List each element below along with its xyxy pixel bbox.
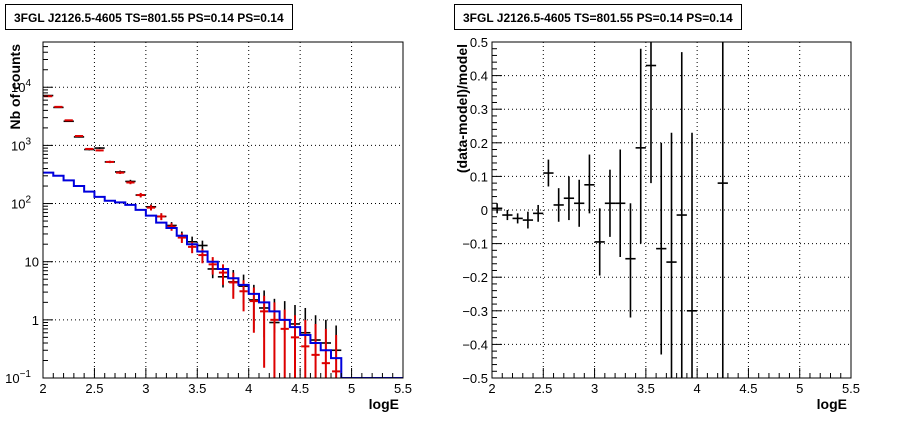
plot-frame [42,41,404,379]
x-tick-label: 2 [39,381,46,396]
x-tick-label: 2.5 [534,381,552,396]
y-tick-label: 0.3 [470,102,488,117]
counts-panel: 2 2.5 3 3.5 4 4.5 5 5.5 10−1 1 10 102 103 104 logE Nb o… [5,4,412,412]
plot-area [43,42,403,378]
series-layer [492,42,728,378]
chart-title: 3FGL J2126.5-4605 TS=801.55 PS=0.14 PS=0… [5,4,293,30]
x-axis-title: logE [369,396,399,412]
y-tick-label: 10−1 [5,369,31,386]
y-tick-label: 0.1 [470,169,488,184]
x-tick-label: 4.5 [739,381,757,396]
y-axis-title: Nb of counts [7,44,23,130]
x-tick-label: 4 [245,381,252,396]
x-tick-label: 3.5 [188,381,206,396]
y-tick-label: −0.1 [462,237,488,252]
y-tick-label: −0.3 [462,304,488,319]
series-layer [43,94,403,378]
y-tick-label: 0.4 [470,69,488,84]
y-tick-label: −0.2 [462,270,488,285]
y-tick-label: 0 [481,203,488,218]
x-tick-label: 4.5 [291,381,309,396]
y-tick-label: 103 [11,136,31,153]
x-tick-label: 2.5 [85,381,103,396]
x-tick-label: 2 [488,381,495,396]
residuals-panel: 2 2.5 3 3.5 4 4.5 5 5.5 −0.5 −0.4 −0.3 −0.2 −0.1 0 0.1… [449,0,898,421]
y-tick-label: −0.4 [462,337,488,352]
x-axis-title: logE [817,396,847,412]
x-tick-label: 5 [796,381,803,396]
x-tick-label: 5 [348,381,355,396]
x-tick-label: 4 [694,381,701,396]
y-tick-label: 0.2 [470,136,488,151]
x-tick-label: 3 [142,381,149,396]
model-histogram-line [43,171,403,378]
y-tick-label: −0.5 [462,371,488,386]
y-axis-title: (data-model)/model [454,44,470,173]
residuals-chart: 2 2.5 3 3.5 4 4.5 5 5.5 −0.5 −0.4 −0.3 −0.2 −0.1 0 0.1… [454,35,860,412]
x-tick-label: 5.5 [842,381,860,396]
x-tick-label: 3 [591,381,598,396]
x-tick-label: 5.5 [394,381,412,396]
y-tick-label: 1 [32,313,39,328]
y-tick-label: 0.5 [470,35,488,50]
x-tick-label: 3.5 [637,381,655,396]
y-tick-label: 102 [11,195,31,212]
chart-title: 3FGL J2126.5-4605 TS=801.55 PS=0.14 PS=0… [454,4,742,30]
y-tick-label: 10 [25,255,39,270]
